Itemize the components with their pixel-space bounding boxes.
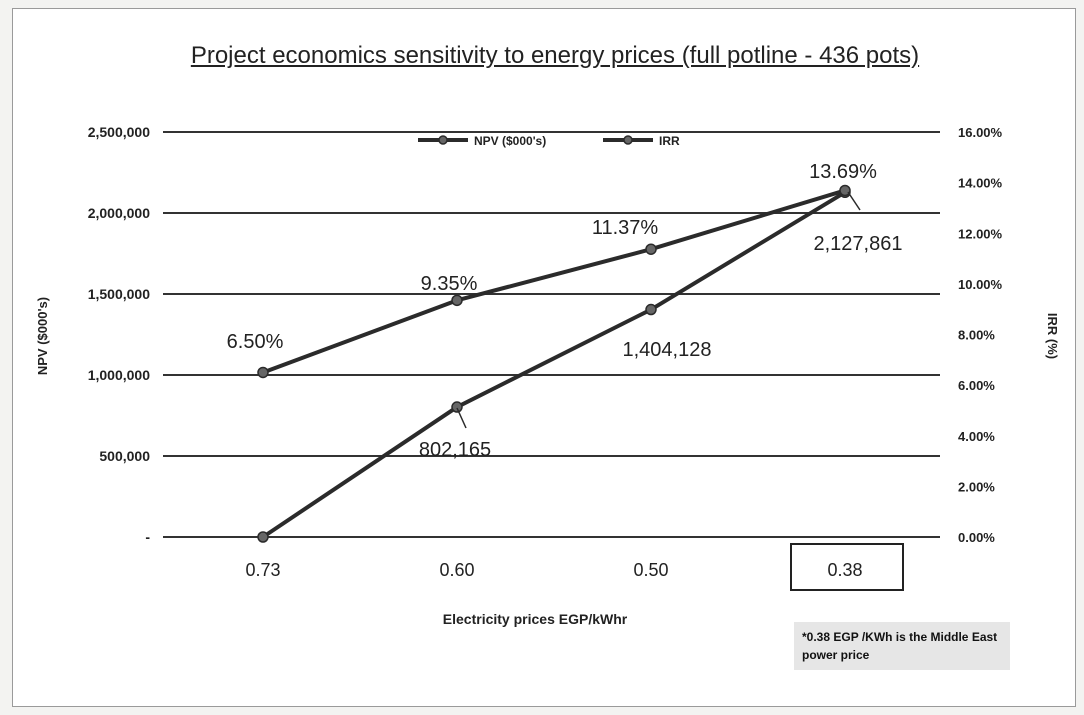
series-line [261,190,847,539]
legend-swatch-marker [438,135,448,145]
y-left-tick-label: - [145,529,150,545]
y-left-tick-label: 1,500,000 [88,286,150,302]
data-point [645,243,657,255]
legend-label: NPV ($000's) [474,134,546,148]
data-label: 1,404,128 [623,339,712,361]
highlight-box [790,543,904,591]
y-left-tick-label: 500,000 [99,448,150,464]
x-tick-label: 0.38 [827,560,862,580]
y-right-tick-label: 4.00% [958,429,995,444]
data-point [257,366,269,379]
y-right-tick-label: 0.00% [958,530,995,545]
series-line [262,188,846,375]
y-left-tick-label: 2,500,000 [88,124,150,140]
data-point [451,294,463,307]
y-right-tick-label: 10.00% [958,277,1003,292]
data-point [645,303,657,316]
legend-swatch-marker [623,135,633,145]
leader-line [847,191,861,211]
y-right-tick-label: 16.00% [958,125,1003,140]
x-axis-title: Electricity prices EGP/kWhr [443,611,628,627]
y-right-tick-label: 12.00% [958,226,1003,241]
footnote: *0.38 EGP /KWh is the Middle East power … [794,622,1010,670]
y-right-tick-label: 6.00% [958,378,995,393]
data-point [257,531,269,543]
y-right-axis-title: IRR (%) [1045,313,1060,359]
y-right-tick-label: 14.00% [958,176,1003,191]
x-tick-label: 0.73 [245,560,280,580]
data-label: 9.35% [421,273,478,295]
data-label: 2,127,861 [814,233,903,255]
y-right-tick-label: 8.00% [958,328,995,343]
data-point [451,401,463,413]
y-left-tick-label: 1,000,000 [88,367,150,383]
y-right-tick-label: 2.00% [958,479,995,494]
data-label: 11.37% [592,217,659,239]
x-tick-label: 0.60 [439,560,474,580]
legend-label: IRR [659,134,680,148]
chart-title: Project economics sensitivity to energy … [190,42,920,69]
y-left-tick-label: 2,000,000 [88,205,150,221]
data-label: 802,165 [419,439,491,461]
x-tick-label: 0.50 [633,560,668,580]
data-label: 13.69% [809,161,877,183]
leader-line [456,407,467,429]
data-label: 6.50% [227,331,284,353]
data-point [839,184,851,197]
y-left-axis-title: NPV ($000's) [35,297,50,375]
